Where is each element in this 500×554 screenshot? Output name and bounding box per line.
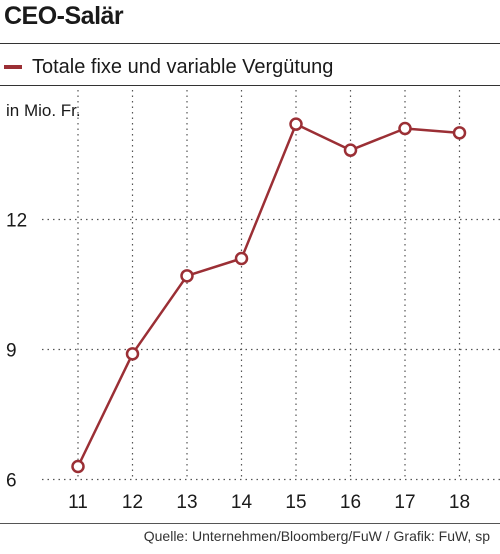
data-point (452, 126, 467, 140)
grid (42, 90, 500, 481)
x-tick-label: 18 (449, 492, 470, 513)
source-note: Quelle: Unternehmen/Bloomberg/FuW / Graf… (143, 528, 490, 544)
data-point (289, 117, 303, 131)
title-divider (0, 43, 500, 44)
x-tick-label: 16 (340, 492, 361, 513)
data-point (180, 269, 194, 283)
y-tick-label: 12 (6, 211, 27, 232)
x-tick-label: 12 (122, 492, 143, 513)
x-tick-label: 13 (176, 492, 197, 513)
y-tick-label: 9 (6, 341, 17, 362)
x-tick-label: 17 (394, 492, 415, 513)
data-point (398, 121, 412, 136)
legend-label: Totale fixe und variable Vergütung (32, 55, 334, 78)
footer-divider (0, 523, 500, 524)
legend: Totale fixe und variable Vergütung (4, 54, 333, 80)
legend-divider (0, 85, 500, 86)
x-tick-label: 11 (68, 492, 88, 513)
chart-title: CEO-Salär (4, 2, 124, 30)
x-tick-label: 15 (285, 492, 306, 513)
data-point (343, 143, 358, 157)
data-point (71, 459, 85, 474)
series-line (76, 122, 460, 468)
legend-swatch (4, 65, 22, 69)
x-tick-label: 14 (231, 492, 253, 513)
axes: 6 9 12 in Mio. Fr. 11 12 13 14 15 16 17 18 (6, 101, 470, 513)
y-axis-label: in Mio. Fr. (6, 101, 81, 120)
data-point (234, 251, 249, 266)
data-point (125, 347, 140, 361)
y-tick-label: 6 (6, 471, 17, 492)
series (71, 117, 467, 474)
